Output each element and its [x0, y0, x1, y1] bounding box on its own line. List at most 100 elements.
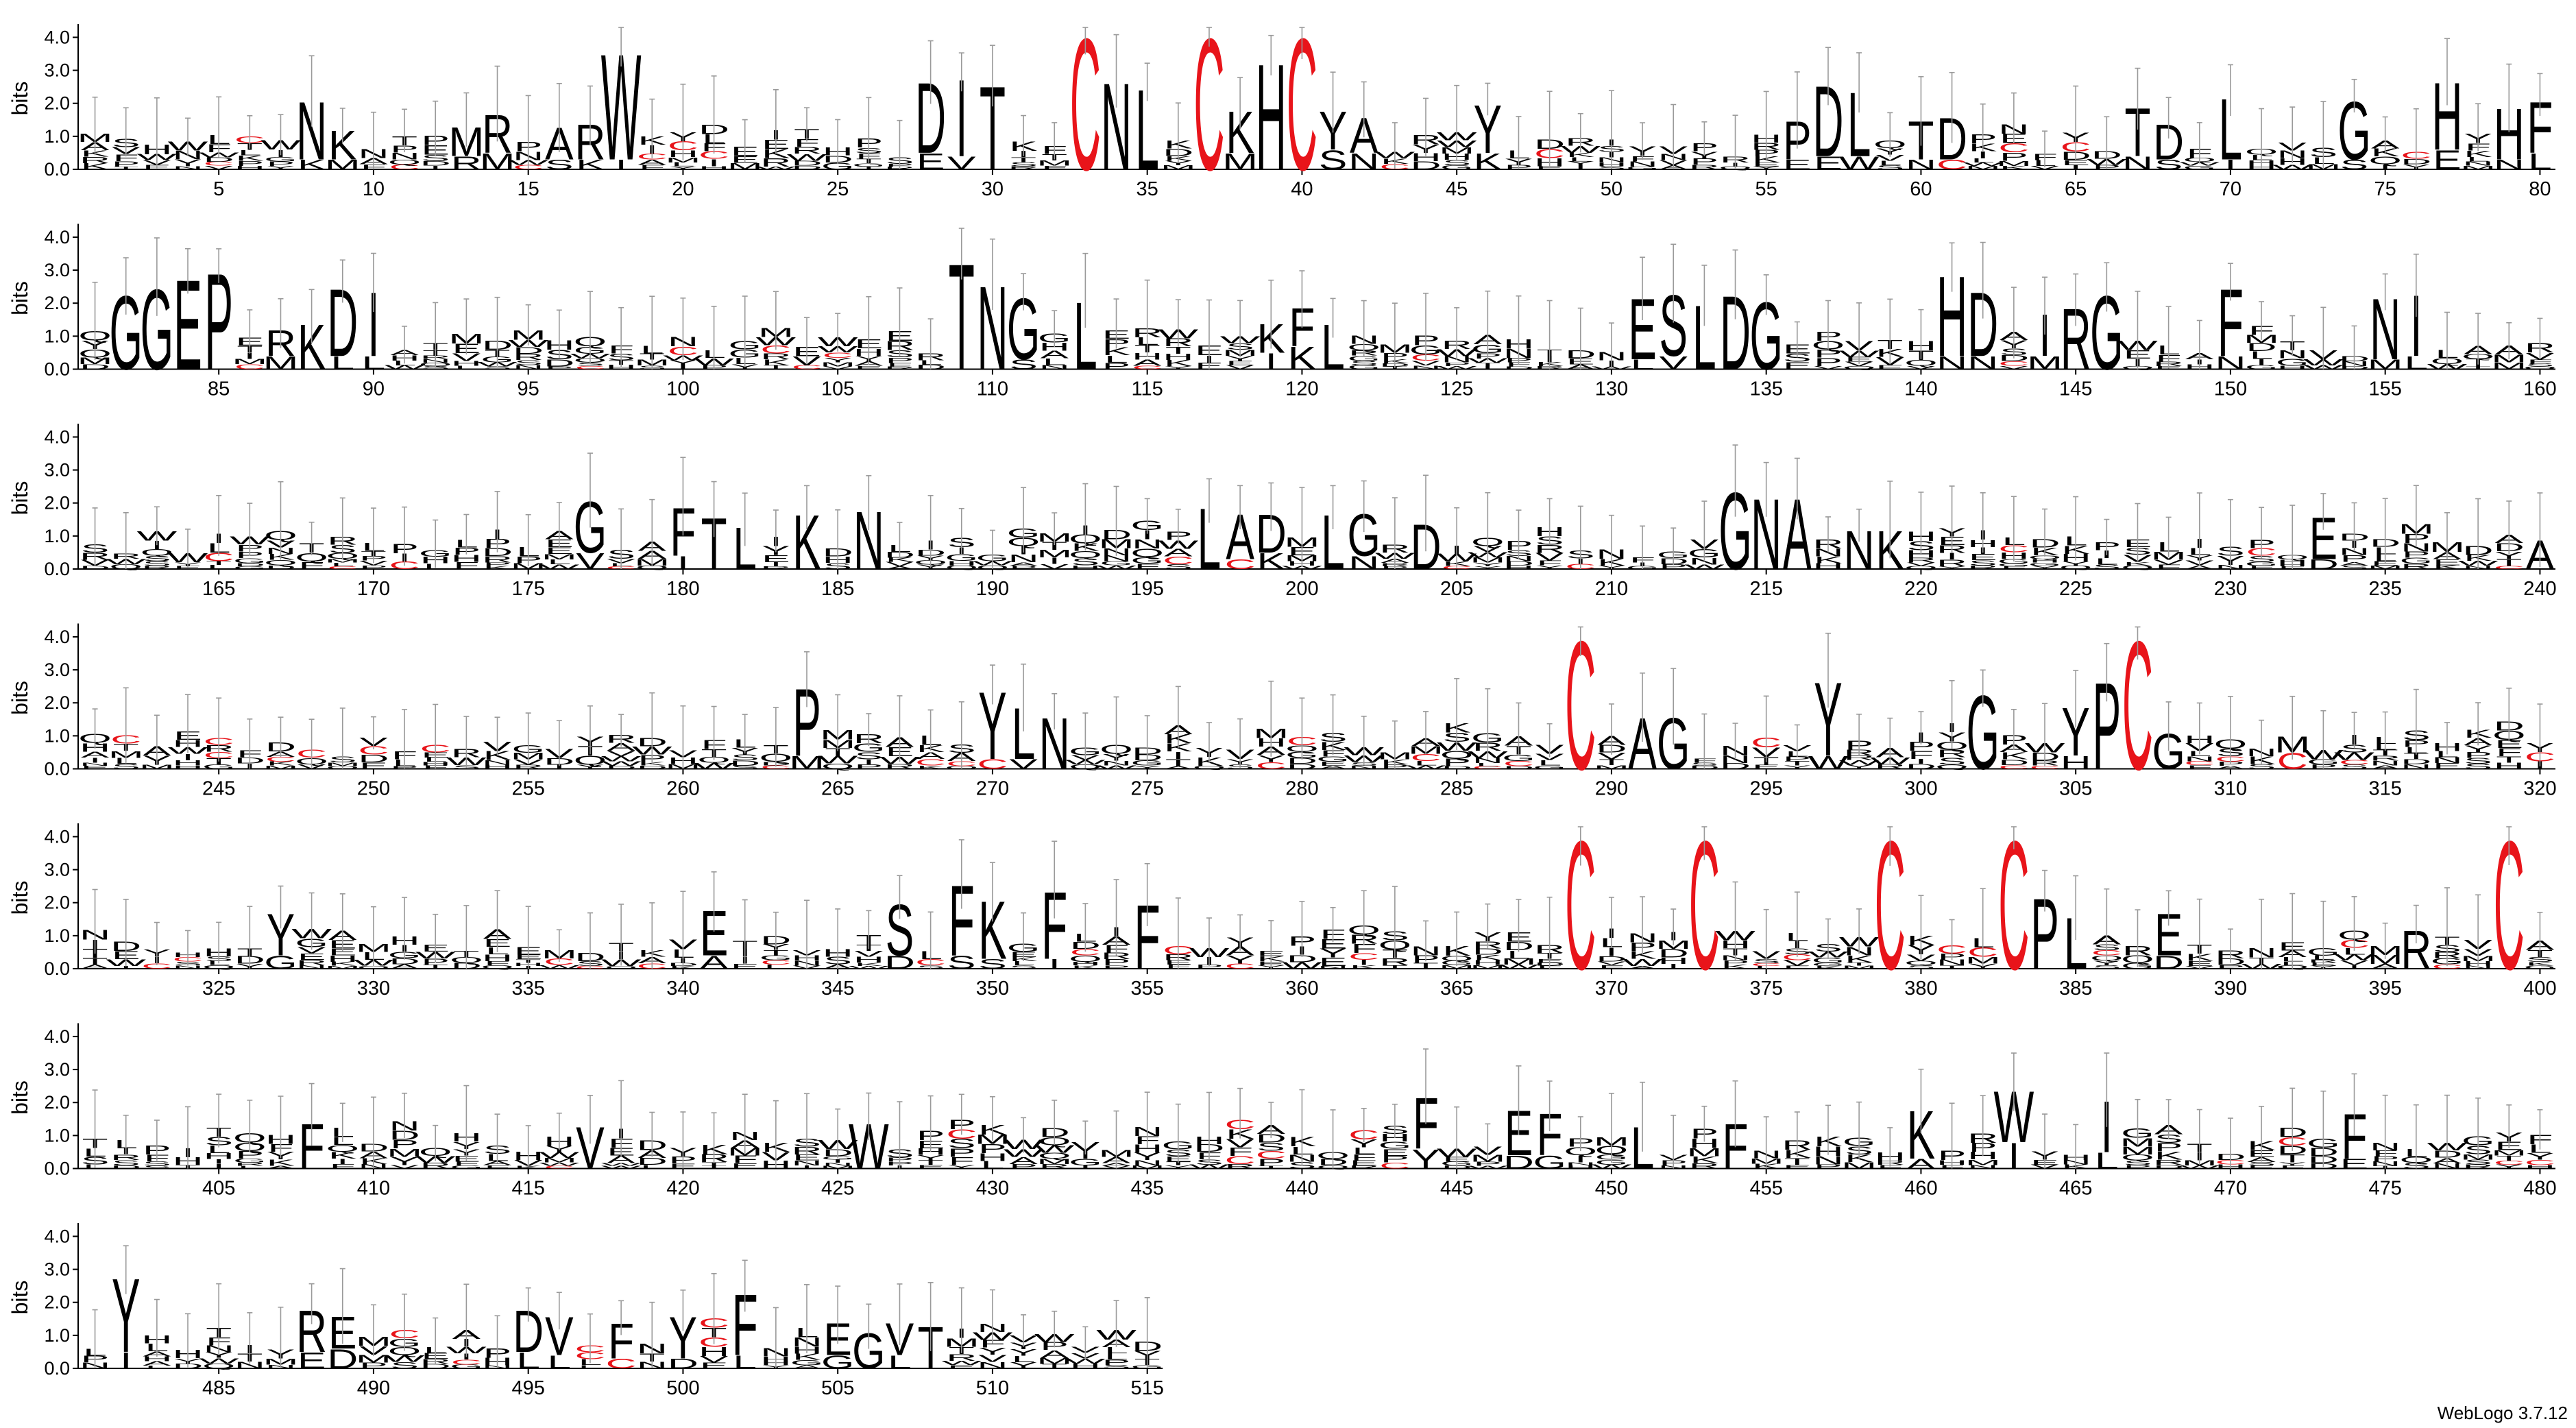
y-tick-label: 2.0: [44, 893, 70, 913]
logo-letter: Q: [2523, 366, 2556, 370]
logo-letter: E: [1783, 360, 1811, 372]
logo-letter: M: [325, 558, 361, 564]
logo-letter: Q: [635, 565, 668, 570]
logo-letter: S: [1783, 351, 1811, 364]
x-tick-label: 225: [2059, 578, 2092, 600]
logo-letter: N: [1411, 365, 1442, 371]
logo-letter: W: [2179, 161, 2220, 167]
logo-letter: S: [1319, 145, 1347, 176]
x-tick-label: 445: [1440, 1178, 1473, 1200]
x-tick-label: 185: [821, 578, 854, 600]
logo-letter: P: [1102, 361, 1130, 372]
logo-letter: Q: [1130, 546, 1163, 560]
logo-letter: M: [2368, 356, 2403, 372]
logo-letter: G: [1099, 560, 1132, 566]
logo-letter: M: [232, 358, 267, 366]
logo-letter: Y: [1164, 365, 1192, 370]
x-tick-label: 275: [1130, 778, 1163, 800]
logo-letter: E: [2433, 145, 2461, 176]
logo-letter: I: [2039, 303, 2050, 370]
logo-letter: Q: [1069, 549, 1102, 561]
logo-letter: N: [173, 166, 204, 171]
x-tick-label: 515: [1130, 1377, 1163, 1399]
x-tick-label: 60: [1910, 178, 1932, 200]
x-tick-label: 145: [2059, 378, 2092, 400]
logo-letter: M: [325, 157, 361, 173]
logo-letter: K: [483, 565, 511, 570]
logo-letter: Y: [1566, 160, 1594, 167]
logo-letter: Y: [669, 359, 697, 367]
logo-letter: W: [539, 564, 579, 571]
logo-letter: L: [1971, 158, 1995, 164]
logo-letter: V: [886, 561, 914, 568]
y-tick-label: 1.0: [44, 725, 70, 746]
logo-letter: C: [1998, 141, 2029, 155]
y-tick-label: 0.0: [44, 1358, 70, 1379]
y-tick-label: 4.0: [44, 227, 70, 247]
x-tick-label: 400: [2523, 978, 2556, 1000]
logo-letter: A: [638, 158, 667, 167]
logo-letter: F: [1134, 562, 1161, 570]
logo-letter: V: [576, 548, 605, 574]
logo-letter: N: [1936, 353, 1967, 374]
x-tick-label: 350: [976, 978, 1009, 1000]
logo-letter: L: [207, 564, 231, 570]
logo-letter: K: [1474, 149, 1502, 174]
x-tick-label: 295: [1749, 778, 1782, 800]
x-tick-label: 455: [1749, 1178, 1782, 1200]
logo-letter: D: [80, 363, 110, 371]
x-tick-label: 335: [511, 978, 544, 1000]
y-tick-label: 2.0: [44, 692, 70, 713]
logo-letter: N: [1348, 149, 1379, 174]
logo-letter: L: [2528, 149, 2552, 174]
x-tick-label: 330: [357, 978, 390, 1000]
logo-letter: V: [2030, 165, 2059, 171]
logo-letter: N: [1967, 353, 1998, 374]
x-tick-label: 210: [1595, 578, 1628, 600]
logo-letter: F: [453, 560, 479, 571]
logo-letter: V: [1876, 153, 1905, 162]
x-tick-label: 20: [672, 178, 694, 200]
x-tick-label: 90: [363, 378, 385, 400]
logo-letter: V: [2000, 365, 2028, 370]
logo-letter: R: [141, 566, 172, 570]
logo-letter: E: [916, 149, 945, 174]
logo-letter: Q: [1904, 358, 1937, 367]
x-tick-label: 305: [2059, 778, 2092, 800]
logo-letter: C: [389, 164, 420, 171]
y-tick-label: 3.0: [44, 1259, 70, 1280]
logo-letter: L: [362, 353, 386, 374]
x-tick-label: 125: [1440, 378, 1473, 400]
logo-letter: N: [1627, 160, 1658, 169]
logo-letter: D: [1503, 365, 1534, 370]
x-tick-label: 105: [821, 378, 854, 400]
logo-letter: E: [855, 365, 883, 370]
logo-letter: H: [698, 165, 729, 170]
logo-letter: L: [1631, 356, 1655, 372]
logo-letter: K: [2000, 165, 2028, 171]
logo-letter: S: [545, 157, 573, 173]
logo-letter: A: [1133, 358, 1162, 367]
logo-letter: H: [451, 553, 482, 564]
x-tick-label: 170: [357, 578, 390, 600]
y-tick-label: 4.0: [44, 27, 70, 47]
logo-letter: W: [1096, 564, 1137, 570]
logo-letter: D: [80, 565, 110, 570]
logo-letter: T: [113, 166, 139, 170]
x-tick-label: 375: [1749, 978, 1782, 1000]
logo-letter: I: [2379, 163, 2391, 171]
logo-letter: L: [330, 353, 354, 374]
logo-row: 0.01.02.03.04.0bitsLSLTDSRILSSFPTHI405II…: [8, 1023, 2557, 1200]
logo-letter: H: [234, 165, 265, 171]
logo-letter: R: [792, 145, 823, 156]
logo-letter: R: [760, 156, 791, 169]
x-tick-label: 475: [2368, 1178, 2401, 1200]
logo-letter: Y: [669, 166, 697, 171]
x-tick-label: 180: [666, 578, 699, 600]
logo-letter: P: [112, 160, 140, 168]
logo-letter: P: [359, 564, 387, 570]
x-tick-label: 200: [1285, 578, 1318, 600]
y-tick-label: 1.0: [44, 526, 70, 546]
logo-letter: C: [1132, 365, 1163, 370]
logo-letter: N: [1008, 553, 1039, 565]
